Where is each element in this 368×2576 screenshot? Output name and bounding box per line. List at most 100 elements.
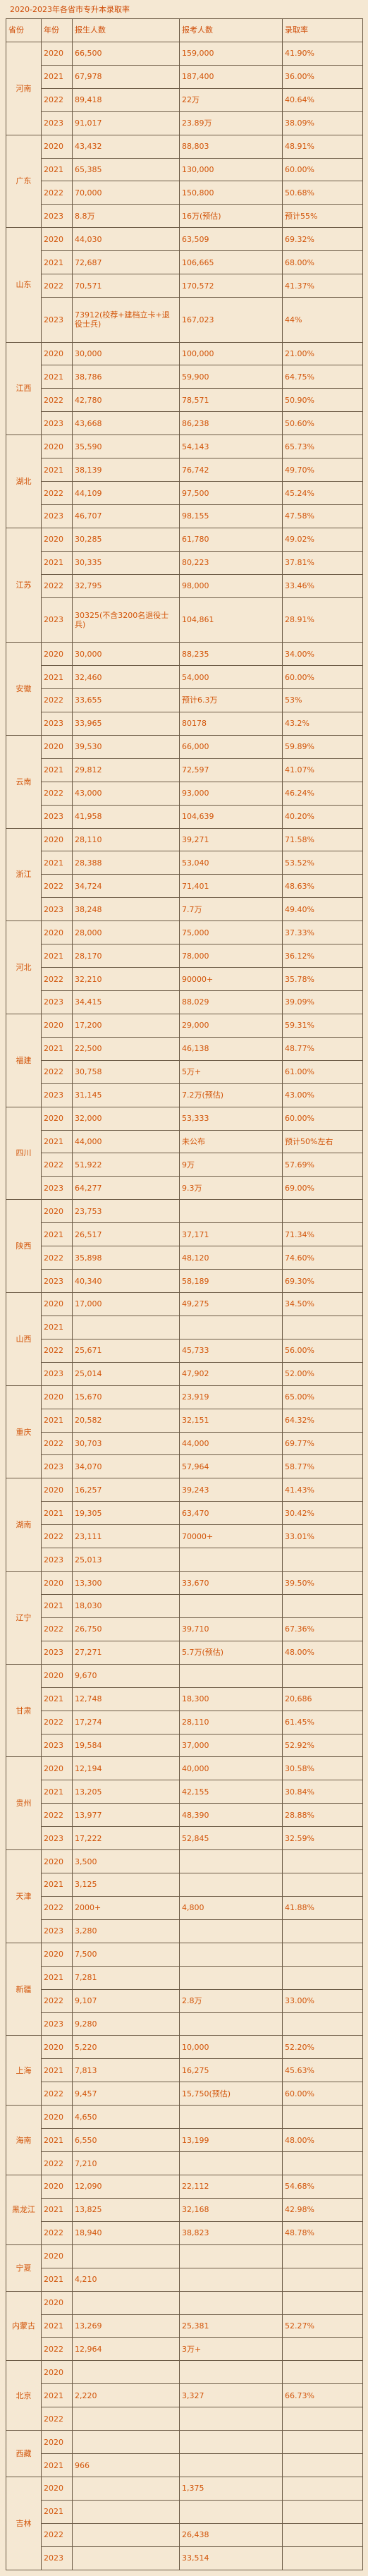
header-row: 省份 年份 报生人数 报考人数 录取率 <box>6 18 363 42</box>
admission-rate-cell <box>282 1548 363 1572</box>
enrollment-cell: 66,500 <box>72 41 180 66</box>
enrollment-cell: 34,415 <box>72 990 180 1014</box>
province-cell: 江苏 <box>6 527 42 643</box>
applicants-cell: 54,000 <box>179 665 283 690</box>
enrollment-cell: 43,432 <box>72 134 180 159</box>
applicants-cell: 29,000 <box>179 1013 283 1038</box>
admission-rate-cell: 59.89% <box>282 734 363 759</box>
enrollment-cell: 73912(校荐+建档立卡+退役士兵) <box>72 297 180 343</box>
year-cell: 2021 <box>41 1129 73 1154</box>
enrollment-cell: 18,030 <box>72 1593 180 1618</box>
enrollment-cell: 72,687 <box>72 250 180 275</box>
table-row: 2023 34,415 88,029 39.09% <box>6 990 363 1014</box>
province-cell: 内蒙古 <box>6 2290 42 2362</box>
admission-rate-cell: 48.91% <box>282 134 363 159</box>
year-cell: 2021 <box>41 2197 73 2222</box>
header-year: 年份 <box>41 18 73 42</box>
applicants-cell: 72,597 <box>179 758 283 782</box>
applicants-cell: 53,333 <box>179 1106 283 1131</box>
applicants-cell: 3万+ <box>179 2337 283 2362</box>
year-cell: 2023 <box>41 1083 73 1107</box>
applicants-cell: 9.3万 <box>179 1176 283 1201</box>
applicants-cell <box>179 2360 283 2385</box>
table-row: 2022 17,274 28,110 61.45% <box>6 1710 363 1734</box>
table-row: 宁夏 2020 <box>6 2244 363 2292</box>
applicants-cell <box>179 1315 283 1339</box>
year-cell: 2022 <box>41 1246 73 1270</box>
province-cell: 甘肃 <box>6 1663 42 1758</box>
enrollment-cell: 17,222 <box>72 1826 180 1851</box>
year-cell: 2021 <box>41 2058 73 2083</box>
year-cell: 2023 <box>41 1733 73 1758</box>
enrollment-cell: 30,000 <box>72 642 180 667</box>
enrollment-cell <box>72 1315 180 1339</box>
applicants-cell: 61,780 <box>179 527 283 552</box>
applicants-cell <box>179 1199 283 1224</box>
table-row: 2023 73912(校荐+建档立卡+退役士兵) 167,023 44% <box>6 297 363 343</box>
enrollment-cell: 32,210 <box>72 967 180 991</box>
table-row: 2023 3,280 <box>6 1919 363 1943</box>
applicants-cell: 80,223 <box>179 550 283 575</box>
table-row: 2023 33,965 80178 43.2% <box>6 711 363 736</box>
table-row: 2021 28,170 78,000 36.12% <box>6 944 363 968</box>
year-cell: 2020 <box>41 2105 73 2130</box>
applicants-cell: 58,189 <box>179 1269 283 1293</box>
year-cell: 2022 <box>41 1803 73 1828</box>
enrollment-cell: 27,271 <box>72 1640 180 1665</box>
header-enrollment: 报生人数 <box>72 18 180 42</box>
applicants-cell: 37,171 <box>179 1222 283 1247</box>
enrollment-cell: 30,285 <box>72 527 180 552</box>
applicants-cell: 16,275 <box>179 2058 283 2083</box>
table-row: 2022 13,977 48,390 28.88% <box>6 1803 363 1828</box>
year-cell: 2022 <box>41 2220 73 2245</box>
header-admission-rate: 录取率 <box>282 18 363 42</box>
enrollment-cell: 12,964 <box>72 2337 180 2362</box>
admission-rate-cell: 20,686 <box>282 1687 363 1711</box>
table-row: 2021 6,550 13,199 48.00% <box>6 2128 363 2153</box>
table-row: 2023 9,280 <box>6 2012 363 2036</box>
admission-rate-cell: 39.50% <box>282 1571 363 1595</box>
enrollment-cell: 3,280 <box>72 1919 180 1943</box>
table-row: 2021 966 <box>6 2453 363 2477</box>
table-row: 云南 2020 39,530 66,000 59.89% <box>6 734 363 829</box>
enrollment-cell: 26,517 <box>72 1222 180 1247</box>
table-row: 山西 2020 17,000 49,275 34.50% <box>6 1292 363 1386</box>
year-cell: 2023 <box>41 1454 73 1479</box>
admission-rate-cell: 65.73% <box>282 435 363 459</box>
year-cell: 2020 <box>41 2477 73 2501</box>
admission-rate-cell: 69.32% <box>282 227 363 252</box>
admission-rate-cell: 40.64% <box>282 87 363 112</box>
admission-rate-cell <box>282 2477 363 2501</box>
year-cell: 2021 <box>41 944 73 968</box>
applicants-cell: 150,800 <box>179 181 283 205</box>
year-cell: 2020 <box>41 2035 73 2060</box>
enrollment-cell: 16,257 <box>72 1478 180 1502</box>
year-cell: 2023 <box>41 504 73 528</box>
province-cell: 福建 <box>6 1013 42 1107</box>
year-cell: 2020 <box>41 1106 73 1131</box>
enrollment-cell: 39,530 <box>72 734 180 759</box>
table-row: 2021 <box>6 1315 363 1339</box>
table-row: 2023 17,222 52,845 32.59% <box>6 1826 363 1851</box>
year-cell: 2020 <box>41 1663 73 1688</box>
year-cell: 2022 <box>41 1153 73 1177</box>
year-cell: 2022 <box>41 967 73 991</box>
year-cell: 2021 <box>41 2128 73 2153</box>
applicants-cell <box>179 1965 283 1990</box>
table-row: 2021 22,500 46,138 48.77% <box>6 1036 363 1061</box>
enrollment-cell <box>72 2407 180 2431</box>
province-cell: 广东 <box>6 134 42 229</box>
province-cell: 安徽 <box>6 642 42 736</box>
applicants-cell: 13,199 <box>179 2128 283 2153</box>
admission-rate-cell <box>282 1663 363 1688</box>
table-row: 重庆 2020 15,670 23,919 65.00% <box>6 1385 363 1479</box>
applicants-cell: 7.2万(预估) <box>179 1083 283 1107</box>
enrollment-cell: 29,812 <box>72 758 180 782</box>
admission-rate-cell: 60.00% <box>282 2082 363 2106</box>
applicants-cell: 26,438 <box>179 2522 283 2547</box>
applicants-cell: 104,639 <box>179 804 283 829</box>
admission-rate-cell: 43.00% <box>282 1083 363 1107</box>
admission-rate-cell: 41.37% <box>282 274 363 298</box>
admission-rate-cell: 67.36% <box>282 1617 363 1641</box>
year-cell: 2021 <box>41 365 73 389</box>
